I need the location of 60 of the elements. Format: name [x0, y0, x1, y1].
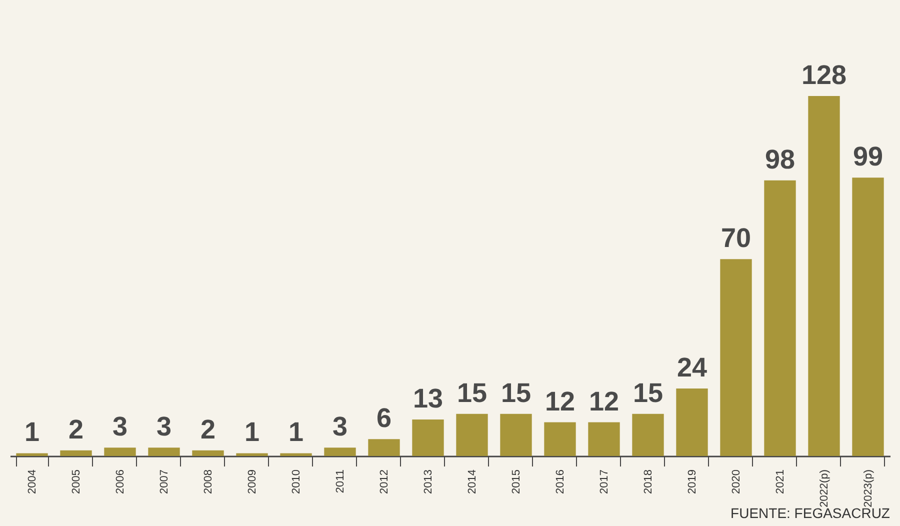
x-tick-label: 2023(p) [862, 470, 874, 508]
x-tick-label: 2007 [158, 470, 170, 494]
x-tick-label: 2004 [26, 470, 38, 494]
data-label: 24 [676, 352, 708, 382]
x-tick-label: 2011 [334, 470, 346, 494]
x-tick-label: 2017 [598, 470, 610, 494]
data-label: 15 [500, 378, 532, 408]
bar [676, 388, 708, 456]
bar [104, 448, 136, 456]
data-label: 3 [112, 412, 128, 442]
bar [368, 439, 400, 456]
bar [192, 450, 224, 456]
x-tick-label: 2020 [730, 470, 742, 494]
data-label: 13 [412, 383, 444, 414]
x-tick-label: 2019 [686, 470, 698, 494]
data-label: 99 [852, 142, 884, 172]
data-label: 15 [456, 378, 488, 408]
data-label: 3 [156, 412, 172, 442]
bar [808, 96, 840, 456]
bar [412, 419, 444, 456]
data-label: 70 [720, 223, 752, 254]
data-label: 3 [332, 412, 348, 442]
x-tick-label: 2005 [70, 470, 82, 494]
x-tick-label: 2008 [202, 470, 214, 494]
data-label: 1 [288, 417, 304, 448]
bar [16, 453, 48, 456]
data-label: 98 [764, 144, 796, 174]
data-label: 12 [588, 386, 620, 416]
bar [544, 422, 576, 456]
bar [632, 414, 664, 456]
bar [456, 414, 488, 456]
data-label: 2 [200, 414, 216, 444]
x-tick-label: 2014 [466, 470, 478, 494]
bar [852, 178, 884, 456]
bar [236, 453, 268, 456]
x-tick-label: 2009 [246, 470, 258, 494]
bar [60, 450, 92, 456]
x-tick-label: 2013 [422, 470, 434, 494]
bar [280, 453, 312, 456]
bar [148, 448, 180, 456]
x-tick-label: 2018 [642, 470, 654, 494]
x-tick-label: 2010 [290, 470, 302, 494]
x-tick-label: 2016 [554, 470, 566, 494]
data-label: 6 [376, 403, 392, 434]
x-tick-label: 2021 [774, 470, 786, 494]
data-label: 12 [544, 386, 576, 416]
data-label: 128 [801, 60, 847, 90]
data-label: 1 [24, 417, 40, 448]
data-label: 1 [244, 417, 260, 448]
x-tick-label: 2006 [114, 470, 126, 494]
bar [324, 448, 356, 456]
bar [500, 414, 532, 456]
x-tick-label: 2015 [510, 470, 522, 494]
x-tick-label: 2022(p) [818, 470, 830, 508]
bar [588, 422, 620, 456]
x-tick-label: 2012 [378, 470, 390, 494]
bar [720, 259, 752, 456]
bar [764, 180, 796, 456]
data-label: 2 [68, 414, 84, 444]
data-label: 15 [632, 378, 664, 408]
